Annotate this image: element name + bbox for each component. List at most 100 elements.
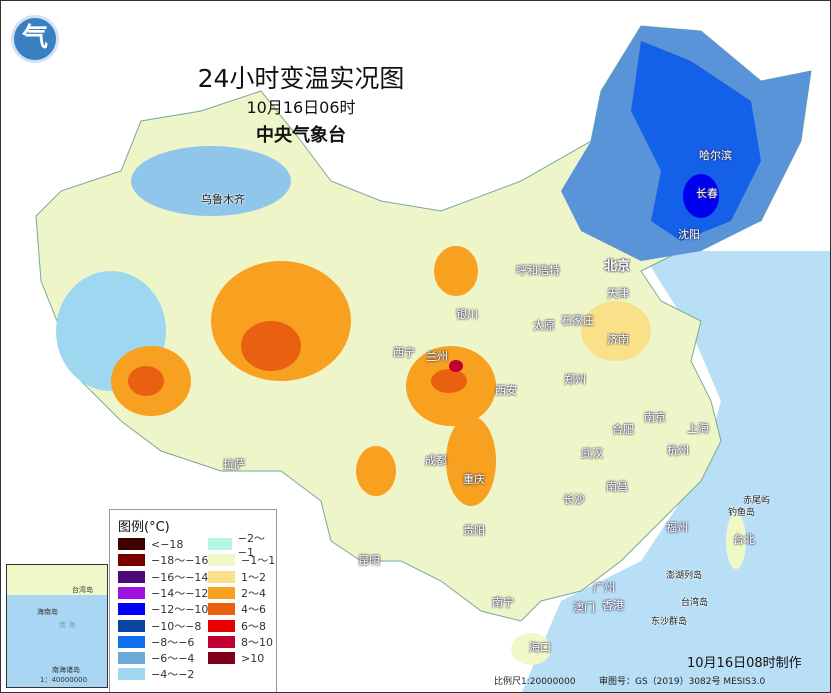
legend-swatch <box>208 554 235 567</box>
legend-label: −14～−12 <box>151 586 209 600</box>
city-label: 南京 <box>644 411 666 424</box>
city-label: 昆明 <box>358 554 380 567</box>
legend-item: −18～−16 <box>118 553 208 567</box>
legend-item: 8～10 <box>208 635 273 649</box>
scale-text: 比例尺1:20000000 <box>494 677 576 687</box>
city-label: 台湾岛 <box>681 598 709 608</box>
legend-swatch <box>208 619 235 632</box>
hainan-island <box>511 633 551 665</box>
legend-label: −10～−8 <box>151 619 202 633</box>
city-label: 长沙 <box>563 493 585 506</box>
legend-label: −12～−10 <box>151 603 209 617</box>
city-label: 太原 <box>533 319 555 332</box>
yunnan-warm <box>356 446 396 496</box>
legend-swatch <box>208 586 235 599</box>
cma-logo: 气 <box>11 15 59 63</box>
city-label: 上海 <box>687 422 709 435</box>
legend: 图例(°C) <−18 −18～−16 −16～−14 −14～−12 −12～−10 −… <box>109 509 277 692</box>
city-label: 兰州 <box>426 350 448 363</box>
city-label: 海口 <box>529 641 551 654</box>
legend-swatch <box>118 538 145 550</box>
northwest-cool <box>131 146 291 216</box>
legend-swatch <box>118 635 145 648</box>
legend-swatch <box>118 668 145 681</box>
legend-swatch <box>118 570 145 583</box>
shandong-warm <box>581 301 651 361</box>
legend-item: −4～−2 <box>118 667 194 681</box>
legend-swatch <box>118 652 145 665</box>
legend-label: −16～−14 <box>151 570 209 584</box>
legend-item: −16～−14 <box>118 570 208 584</box>
north-warm <box>434 246 478 296</box>
city-label: 拉萨 <box>223 458 245 471</box>
legend-label: 1～2 <box>241 570 266 584</box>
west-warm-core <box>128 366 164 396</box>
legend-swatch <box>208 635 235 648</box>
legend-item: −6～−4 <box>118 651 194 665</box>
city-label: 广州 <box>593 581 615 594</box>
city-label: 重庆 <box>463 473 485 486</box>
city-label: 成都 <box>425 454 447 467</box>
legend-swatch <box>208 603 235 616</box>
legend-label: −2～−1 <box>237 531 265 559</box>
city-label: 乌鲁木齐 <box>201 193 245 206</box>
made-time: 10月16日08时制作 <box>687 656 802 671</box>
legend-item: <−18 <box>118 537 183 551</box>
city-label: 合肥 <box>612 423 634 436</box>
legend-label: 2～4 <box>241 586 266 600</box>
legend-swatch <box>118 554 145 567</box>
legend-label: −4～−2 <box>151 668 195 682</box>
inset-label: 海南岛 <box>37 608 58 616</box>
legend-swatch <box>208 538 232 550</box>
city-label: 钓鱼岛 <box>728 508 756 518</box>
city-label: 赤尾屿 <box>743 496 771 506</box>
legend-title: 图例(°C) <box>118 520 170 535</box>
inset-label: 南 海 <box>59 621 76 629</box>
city-label: 长春 <box>696 187 718 200</box>
inset-label: 1：40000000 <box>40 676 88 684</box>
city-label: 呼和浩特 <box>516 264 560 277</box>
legend-item: −12～−10 <box>118 602 208 616</box>
city-label: 北京 <box>604 259 631 274</box>
city-label: 沈阳 <box>678 228 700 241</box>
legend-label: <−18 <box>151 537 184 551</box>
northeast-strong-cold <box>631 41 761 241</box>
city-label: 东沙群岛 <box>651 617 688 627</box>
city-label: 南昌 <box>606 480 628 493</box>
lanzhou-hot <box>449 360 463 372</box>
city-label: 武汉 <box>581 447 603 460</box>
legend-item: −10～−8 <box>118 619 201 633</box>
legend-swatch <box>208 570 235 583</box>
city-label: 杭州 <box>667 444 689 457</box>
city-label: 南宁 <box>492 596 514 609</box>
sea-area <box>521 251 830 692</box>
city-label: 福州 <box>666 521 688 534</box>
city-label: 香港 <box>602 599 624 612</box>
legend-label: −1～1 <box>241 554 276 568</box>
city-label: 西宁 <box>393 346 415 359</box>
map-title: 24小时变温实况图 <box>197 64 405 93</box>
city-label: 澎湖列岛 <box>666 571 703 581</box>
inset-coast <box>7 565 107 595</box>
legend-swatch <box>118 619 145 632</box>
inset-label: 南海诸岛 <box>52 666 80 674</box>
plateau-warm-core <box>241 321 301 371</box>
logo-glyph: 气 <box>21 23 48 53</box>
city-label: 石家庄 <box>561 314 594 327</box>
legend-item: 4～6 <box>208 602 266 616</box>
south-china-sea-inset: 台湾岛 海南岛 南 海 南海诸岛 1：40000000 <box>6 564 108 688</box>
map-agency: 中央气象台 <box>256 125 346 146</box>
city-label: 台北 <box>733 533 755 546</box>
legend-swatch <box>208 652 235 665</box>
legend-item: 6～8 <box>208 619 266 633</box>
legend-label: 4～6 <box>241 603 266 617</box>
city-label: 郑州 <box>564 373 586 386</box>
legend-item: >10 <box>208 651 264 665</box>
legend-item: −14～−12 <box>118 586 208 600</box>
legend-item: −8～−6 <box>118 635 194 649</box>
inset-label: 台湾岛 <box>72 586 93 594</box>
city-label: 澳门 <box>573 601 595 614</box>
city-label: 济南 <box>607 333 629 346</box>
